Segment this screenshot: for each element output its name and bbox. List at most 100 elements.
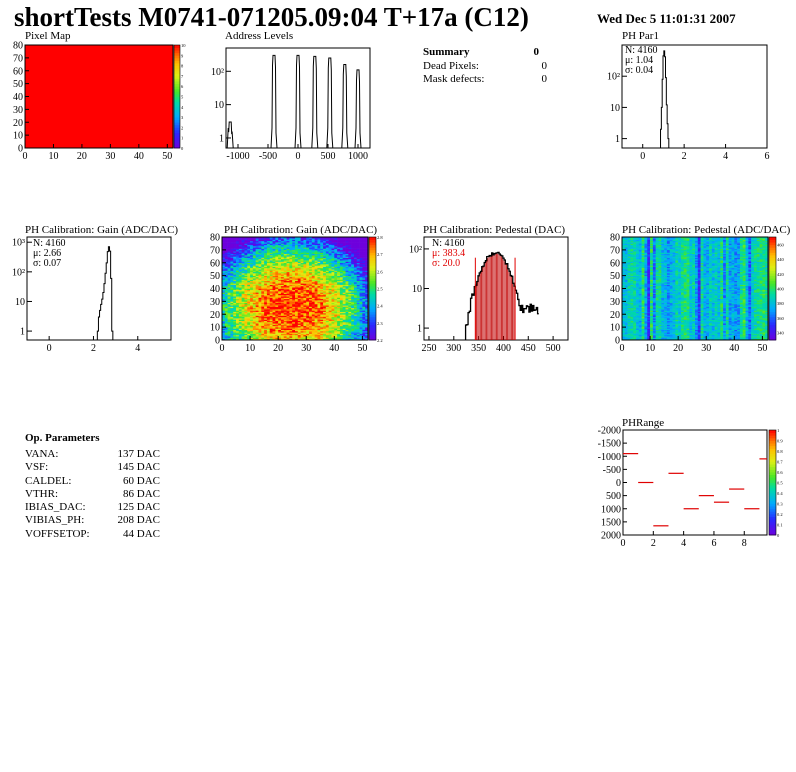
gain-map-cell xyxy=(244,306,248,309)
gain-map-cell xyxy=(297,287,301,289)
gain-map-cell xyxy=(258,315,262,318)
gain-map-cell xyxy=(356,240,360,243)
gain-map-cell xyxy=(353,315,358,318)
gain-map-cell xyxy=(272,310,276,312)
gain-map-cell xyxy=(247,325,251,328)
gain-map-cell xyxy=(348,328,352,330)
gain-map-cell xyxy=(227,325,231,328)
pedestal-map-cell xyxy=(638,311,642,314)
pedestal-map-cell xyxy=(624,243,628,246)
gain-map-cell xyxy=(289,293,293,296)
gain-map-cell xyxy=(244,293,248,296)
gain-map-cell xyxy=(238,279,242,282)
gain-map-cell xyxy=(297,274,301,276)
gain-map-cell xyxy=(252,251,256,253)
ph-pedestal-title: PH Calibration: Pedestal (DAC) xyxy=(423,224,566,236)
gain-map-cell xyxy=(345,285,349,288)
gain-map-cell xyxy=(233,279,237,282)
gain-map-cell xyxy=(328,266,332,269)
gain-map-cell xyxy=(309,316,313,319)
gain-map-cell xyxy=(250,291,254,293)
pedestal-map-cell xyxy=(633,279,637,282)
gain-map-cell xyxy=(345,257,349,260)
gain-map-cell xyxy=(224,333,228,336)
gain-map-cell xyxy=(258,269,262,271)
gain-map-cell xyxy=(334,303,338,306)
gain-map-cell xyxy=(250,285,254,288)
gain-map-cell xyxy=(351,328,355,330)
gain-map-cell xyxy=(272,246,276,248)
pedestal-map-cell xyxy=(638,307,642,310)
gain-map-cell xyxy=(342,307,346,310)
gain-map-cell xyxy=(303,276,307,279)
gain-map-cell xyxy=(250,296,254,298)
gain-map-cell xyxy=(320,324,324,327)
gain-map-cell xyxy=(230,329,234,332)
gain-map-cell xyxy=(295,237,299,239)
gain-map-cell xyxy=(342,310,346,312)
gain-map-cell xyxy=(300,288,304,291)
gain-map-cell xyxy=(342,266,346,269)
gain-map-cell xyxy=(351,243,355,246)
gain-map-cell xyxy=(272,333,276,336)
gain-map-cell xyxy=(233,307,237,310)
gain-map-cell xyxy=(328,288,332,291)
pedestal-map-cell xyxy=(630,274,634,276)
gain-map-cell xyxy=(292,294,296,297)
gain-map-cell xyxy=(272,247,276,249)
gain-map-cell xyxy=(334,318,338,320)
gain-map-cell xyxy=(233,260,237,262)
gain-map-cell xyxy=(314,305,318,307)
gain-map-cell xyxy=(230,303,234,306)
gain-map-cell xyxy=(309,297,313,300)
gain-map-cell xyxy=(227,246,231,248)
gain-map-cell xyxy=(353,265,358,267)
gain-map-cell xyxy=(351,239,355,242)
gain-map-cell xyxy=(247,315,251,318)
gain-map-cell xyxy=(233,271,237,274)
gain-map-cell xyxy=(339,261,344,264)
gain-map-cell xyxy=(258,297,262,300)
x-tick-label: 30 xyxy=(105,151,115,162)
ph-pedestal-stat: N: 4160 xyxy=(432,238,465,249)
gain-map-cell xyxy=(238,252,242,255)
gain-map-cell xyxy=(334,265,338,267)
gain-map-cell xyxy=(351,284,355,287)
gain-map-cell xyxy=(278,270,282,273)
gain-map-cell xyxy=(269,243,273,246)
gain-map-cell xyxy=(252,255,256,257)
gain-map-cell xyxy=(230,325,234,328)
pedestal-map-cell xyxy=(627,266,631,269)
color-bar-cell xyxy=(369,283,376,287)
pedestal-map-cell xyxy=(627,262,631,265)
gain-map-cell xyxy=(359,276,363,279)
x-tick-label: 10 xyxy=(245,343,255,354)
gain-map-cell xyxy=(323,311,327,314)
gain-map-cell xyxy=(297,276,301,279)
gain-map-cell xyxy=(266,320,271,323)
gain-map-cell xyxy=(297,337,301,340)
gain-map-cell xyxy=(297,289,301,292)
gain-map-cell xyxy=(351,267,355,270)
gain-map-cell xyxy=(241,244,245,247)
gain-map-cell xyxy=(300,334,304,337)
gain-map-cell xyxy=(359,328,363,330)
gain-map-cell xyxy=(297,318,301,320)
gain-map-cell xyxy=(222,293,226,296)
gain-map-cell xyxy=(261,282,265,284)
gain-map-cell xyxy=(362,279,366,282)
gain-map-cell xyxy=(233,323,237,325)
pedestal-map-cell xyxy=(633,305,637,307)
gain-map-cell xyxy=(365,327,369,329)
pedestal-map-cell xyxy=(627,327,631,329)
gain-map-cell xyxy=(269,305,273,307)
gain-map-cell xyxy=(278,244,282,247)
gain-map-cell xyxy=(351,283,355,285)
gain-map-cell xyxy=(314,323,318,325)
gain-map-cell xyxy=(309,319,313,321)
gain-map-cell xyxy=(303,337,307,340)
gain-map-cell xyxy=(261,293,265,296)
gain-map-cell xyxy=(280,292,285,294)
gain-map-cell xyxy=(244,303,248,306)
gain-map-cell xyxy=(311,337,315,340)
